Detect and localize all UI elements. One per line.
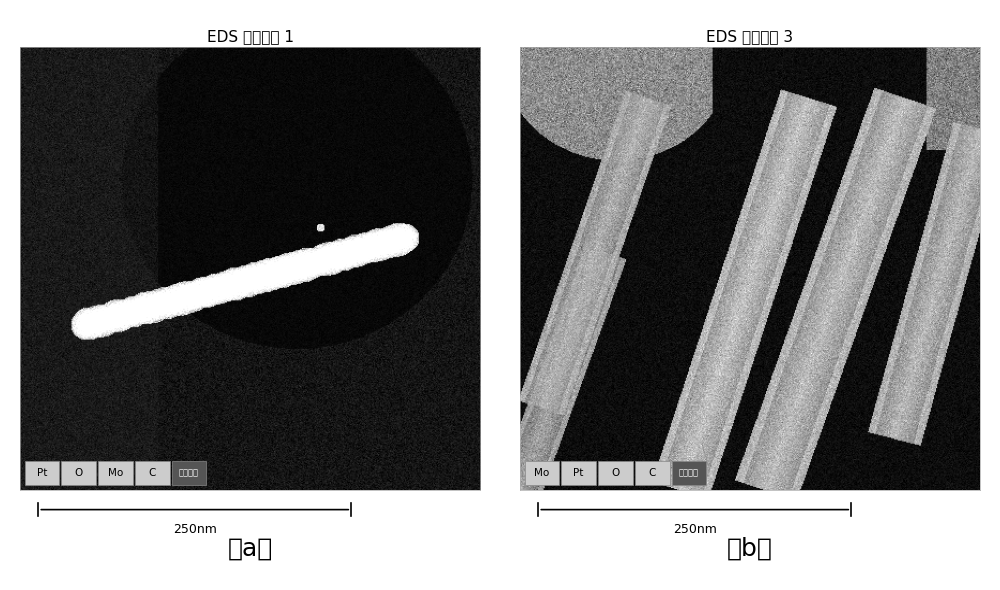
Text: Pt: Pt xyxy=(37,468,47,478)
FancyBboxPatch shape xyxy=(672,461,706,485)
Text: 250nm: 250nm xyxy=(173,523,217,536)
Title: EDS 分层图像 3: EDS 分层图像 3 xyxy=(706,30,794,45)
Text: O: O xyxy=(611,468,620,478)
FancyBboxPatch shape xyxy=(172,461,206,485)
FancyBboxPatch shape xyxy=(98,461,133,485)
Text: Mo: Mo xyxy=(534,468,549,478)
Text: C: C xyxy=(649,468,656,478)
FancyBboxPatch shape xyxy=(525,461,559,485)
Text: Mo: Mo xyxy=(108,468,123,478)
Text: 250nm: 250nm xyxy=(673,523,717,536)
FancyBboxPatch shape xyxy=(598,461,633,485)
Title: EDS 分层图像 1: EDS 分层图像 1 xyxy=(207,30,294,45)
Text: （a）: （a） xyxy=(227,537,273,560)
Text: O: O xyxy=(75,468,83,478)
FancyBboxPatch shape xyxy=(135,461,170,485)
Text: 电子图像: 电子图像 xyxy=(179,468,199,478)
FancyBboxPatch shape xyxy=(635,461,670,485)
Text: （b）: （b） xyxy=(727,537,773,560)
FancyBboxPatch shape xyxy=(561,461,596,485)
Text: C: C xyxy=(149,468,156,478)
FancyBboxPatch shape xyxy=(25,461,59,485)
Text: Pt: Pt xyxy=(573,468,584,478)
FancyBboxPatch shape xyxy=(61,461,96,485)
Text: 电子图像: 电子图像 xyxy=(679,468,699,478)
